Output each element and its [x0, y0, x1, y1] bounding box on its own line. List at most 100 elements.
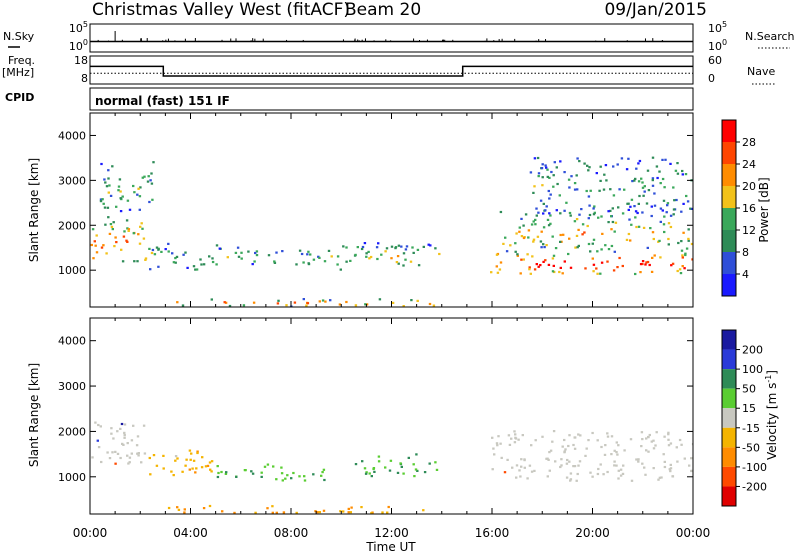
velocity-cell	[415, 453, 418, 456]
power-cell	[126, 240, 129, 243]
velocity-cell	[280, 472, 284, 475]
power-cell	[195, 268, 199, 271]
power-cell	[210, 298, 213, 301]
velocity-cell	[377, 460, 381, 463]
power-cell	[524, 213, 528, 216]
velocity-cell	[233, 511, 236, 514]
power-cell	[102, 244, 105, 247]
velocity-cell	[373, 470, 376, 473]
velocity-cell	[250, 470, 253, 473]
velocity-cell	[554, 460, 557, 463]
power-cell	[409, 260, 413, 263]
power-cell	[540, 167, 544, 170]
power-cell	[669, 225, 673, 229]
power-cell	[390, 257, 393, 260]
power-cell	[164, 248, 167, 251]
power-cell	[345, 246, 348, 249]
power-cell	[659, 220, 662, 223]
power-cell	[637, 225, 641, 228]
velocity-cell	[587, 439, 590, 442]
power-cell	[495, 253, 499, 256]
velocity-cell	[389, 459, 393, 462]
velocity-cell	[407, 456, 410, 459]
power-cell	[224, 301, 228, 304]
velocity-cell	[225, 471, 228, 474]
power-cell	[416, 299, 419, 302]
velocity-cell	[162, 467, 165, 470]
power-cell	[542, 226, 546, 229]
velocity-cell	[658, 476, 662, 479]
power-cell	[541, 163, 544, 166]
power-cell	[218, 247, 221, 250]
power-cell	[367, 250, 370, 253]
velocity-cell	[272, 465, 275, 468]
power-cell	[133, 191, 136, 194]
velocity-cell	[413, 475, 416, 478]
power-cell	[666, 204, 669, 207]
x-axis-label: Time UT	[365, 540, 416, 554]
power-cell	[545, 166, 548, 169]
power-cell	[167, 242, 170, 245]
power-cell	[610, 215, 613, 218]
power-cell	[119, 190, 122, 193]
power-cell	[593, 211, 596, 214]
power-cell	[684, 173, 688, 176]
power-cell	[499, 261, 503, 264]
velocity-cell	[191, 467, 194, 470]
velocity-cell	[216, 475, 220, 479]
cpid-label: CPID	[5, 91, 34, 104]
power-cell	[610, 228, 613, 231]
power-cell	[596, 272, 599, 275]
velocity-cell	[266, 463, 270, 466]
velocity-cell	[364, 472, 368, 475]
velocity-cell	[617, 477, 620, 480]
velocity-cell	[119, 427, 122, 430]
power-cell	[532, 191, 535, 194]
freq-series	[90, 65, 693, 77]
power-cell	[561, 272, 564, 275]
power-cell	[607, 221, 610, 224]
velocity-cell	[530, 470, 534, 473]
power-cell	[675, 198, 678, 202]
velocity-cell	[295, 511, 298, 514]
power-cell	[593, 205, 596, 208]
power-cell	[592, 238, 596, 241]
velocity-cell	[507, 434, 511, 437]
velocity-cell	[322, 509, 326, 512]
velocity-colorbar-tick-label: 50	[742, 383, 756, 396]
velocity-cell	[683, 457, 686, 460]
power-cell	[255, 254, 259, 257]
power-cell	[150, 182, 154, 185]
power-cell	[104, 181, 107, 184]
power-cell	[592, 270, 595, 273]
velocity-cell	[342, 510, 345, 513]
power-cell	[354, 253, 357, 256]
power-cell	[91, 228, 95, 231]
velocity-cell	[322, 468, 326, 471]
power-cell	[635, 167, 638, 170]
power-cell	[199, 258, 202, 261]
velocity-cell	[603, 453, 607, 456]
velocity-cell	[606, 435, 610, 438]
power-cell	[141, 227, 144, 230]
power-cell	[578, 213, 581, 216]
power-cell	[644, 263, 647, 266]
velocity-cell	[263, 465, 267, 468]
velocity-cell	[495, 442, 499, 445]
velocity-cell	[130, 452, 133, 455]
velocity-cell	[196, 450, 199, 453]
power-cell	[546, 168, 549, 171]
power-cell	[242, 304, 246, 307]
power-cell	[631, 180, 634, 183]
power-cell	[603, 173, 606, 176]
power-cell	[514, 250, 517, 253]
power-cell	[687, 237, 690, 240]
power-cell	[652, 237, 655, 241]
power-cell	[549, 193, 552, 196]
power-cell	[537, 172, 541, 175]
power-cell	[683, 267, 686, 270]
power-cell	[545, 205, 548, 208]
velocity-colorbar-tick-label: -100	[742, 461, 767, 474]
velocity-cell	[619, 474, 623, 477]
freq-tick-top: 18	[74, 54, 88, 67]
